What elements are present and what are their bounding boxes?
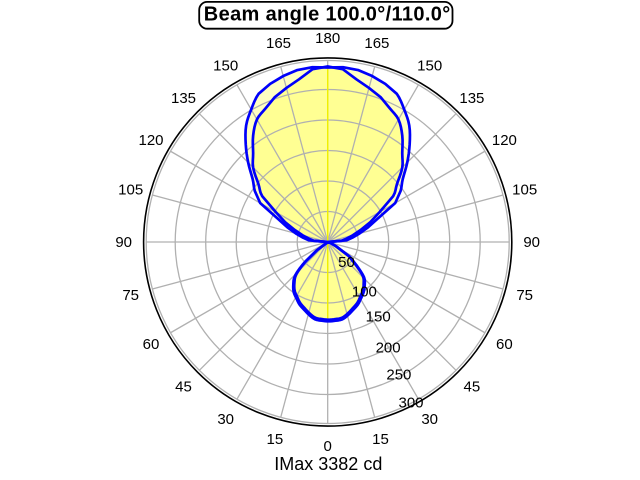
svg-text:60: 60 <box>143 336 160 353</box>
svg-text:Beam angle 100.0°/110.0°: Beam angle 100.0°/110.0° <box>204 3 451 25</box>
svg-text:165: 165 <box>266 35 291 52</box>
svg-text:120: 120 <box>138 132 163 149</box>
svg-text:135: 135 <box>459 90 484 107</box>
svg-text:150: 150 <box>366 309 391 326</box>
svg-text:300: 300 <box>398 395 423 412</box>
svg-text:IMax 3382 cd: IMax 3382 cd <box>274 454 382 474</box>
svg-text:150: 150 <box>213 58 238 75</box>
svg-text:200: 200 <box>376 340 401 357</box>
svg-text:75: 75 <box>122 287 139 304</box>
svg-text:15: 15 <box>372 431 389 448</box>
svg-text:50: 50 <box>338 254 355 271</box>
svg-text:105: 105 <box>512 181 537 198</box>
svg-text:180: 180 <box>315 30 340 47</box>
svg-text:15: 15 <box>267 431 284 448</box>
svg-text:150: 150 <box>417 58 442 75</box>
svg-text:100: 100 <box>352 283 377 300</box>
svg-text:105: 105 <box>118 181 143 198</box>
svg-text:90: 90 <box>523 234 540 251</box>
svg-text:120: 120 <box>492 132 517 149</box>
svg-text:0: 0 <box>324 438 332 455</box>
svg-text:30: 30 <box>421 411 438 428</box>
svg-text:90: 90 <box>115 234 132 251</box>
svg-text:75: 75 <box>516 287 533 304</box>
svg-text:45: 45 <box>175 378 192 395</box>
svg-text:30: 30 <box>217 411 234 428</box>
svg-text:135: 135 <box>171 90 196 107</box>
svg-text:165: 165 <box>364 35 389 52</box>
svg-text:250: 250 <box>386 367 411 384</box>
svg-text:60: 60 <box>496 336 513 353</box>
svg-text:45: 45 <box>464 378 481 395</box>
